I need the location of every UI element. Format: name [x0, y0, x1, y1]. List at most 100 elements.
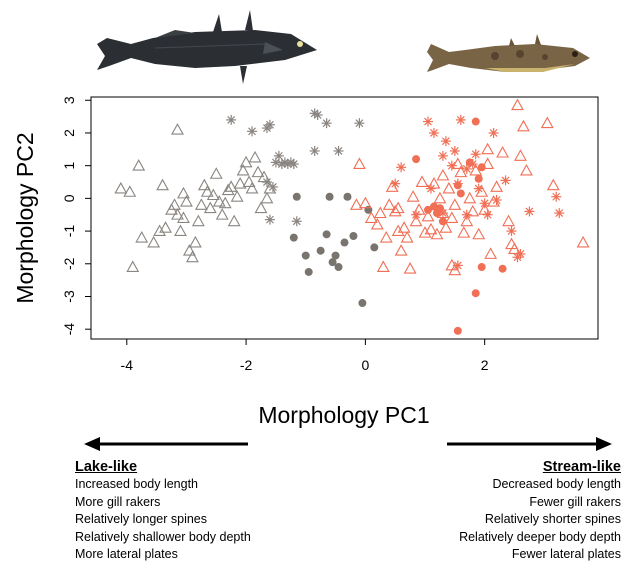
filled-point: [304, 267, 313, 276]
triangle-point: [245, 181, 259, 194]
triangle-point: [242, 175, 256, 187]
asterisk-point: [491, 195, 502, 206]
asterisk-point: [470, 149, 481, 160]
filled-point: [456, 189, 465, 198]
filled-point: [316, 246, 325, 255]
triangle-point: [436, 168, 450, 181]
asterisk-point: [446, 160, 457, 171]
triangle-point: [248, 150, 262, 163]
filled-point: [438, 217, 447, 226]
triangle-point: [484, 247, 498, 259]
triangle-point: [376, 260, 390, 273]
triangle-point: [230, 190, 244, 202]
triangle-point: [224, 180, 238, 192]
triangle-point: [197, 178, 211, 191]
triangle-point: [215, 208, 229, 220]
asterisk-point: [428, 127, 439, 138]
asterisk-point: [461, 209, 472, 220]
triangle-point: [469, 163, 483, 176]
filled-point: [453, 326, 462, 335]
triangle-point: [177, 211, 190, 223]
lake-trait: Increased body length: [75, 477, 199, 491]
asterisk-point: [455, 114, 466, 125]
triangle-point: [194, 198, 208, 210]
triangle-point: [126, 260, 140, 273]
stream-trait: Decreased body length: [492, 477, 621, 491]
y-axis: 3 2 1 0 -1 -2 -3 -4: [61, 96, 91, 335]
asterisk-point: [396, 162, 407, 173]
triangle-point: [221, 183, 235, 196]
asterisk-point: [482, 209, 493, 220]
triangle-point: [576, 235, 590, 248]
filled-point: [471, 117, 480, 126]
asterisk-point: [554, 208, 565, 219]
stream-trait: Fewer gill rakers: [529, 494, 621, 509]
triangle-point: [415, 175, 429, 187]
triangle-point: [349, 198, 363, 210]
triangle-point: [185, 250, 199, 263]
asterisk-point: [264, 214, 275, 225]
x-tick-label: -2: [240, 357, 253, 373]
asterisk-point: [226, 114, 237, 125]
filled-point: [334, 263, 343, 272]
triangle-point: [251, 165, 265, 178]
asterisk-point: [247, 126, 258, 137]
triangle-point: [418, 226, 432, 238]
filled-point: [474, 174, 483, 183]
lake-like-traits: Increased body length More gill rakers R…: [75, 476, 251, 564]
filled-point: [301, 251, 310, 260]
x-axis-label: Morphology PC1: [258, 402, 429, 428]
triangle-point: [358, 196, 372, 209]
filled-point: [412, 155, 421, 164]
asterisk-point: [288, 159, 299, 170]
triangle-point: [180, 195, 193, 207]
triangle-point: [212, 195, 226, 207]
lake-trait: More lateral plates: [75, 547, 178, 561]
filled-point: [340, 238, 349, 247]
triangle-point: [171, 208, 184, 220]
stream-like-traits: Decreased body length Fewer gill rakers …: [459, 476, 621, 564]
triangle-point: [409, 214, 423, 227]
triangle-point: [352, 157, 366, 169]
triangle-point: [394, 244, 408, 256]
triangle-point: [233, 177, 247, 189]
triangle-point: [391, 224, 405, 237]
triangle-point: [364, 211, 378, 223]
triangle-point: [254, 201, 268, 214]
asterisk-point: [551, 191, 562, 202]
triangle-point: [481, 142, 495, 155]
triangle-point: [191, 214, 205, 227]
triangle-point: [403, 262, 417, 274]
filled-point: [424, 205, 433, 214]
asterisk-point: [506, 226, 517, 237]
filled-point: [343, 192, 352, 201]
lake-stickleback-image: [97, 10, 317, 84]
filled-point: [331, 251, 340, 260]
asterisk-point: [423, 116, 434, 127]
triangle-point: [171, 123, 184, 135]
stream-like-heading: Stream-like: [542, 459, 621, 475]
asterisk-point: [473, 183, 484, 194]
triangle-point: [168, 198, 181, 210]
triangle-point: [424, 222, 438, 235]
asterisk-point: [440, 136, 451, 147]
asterisk-point: [488, 127, 499, 138]
filled-point: [370, 243, 379, 252]
triangle-point: [218, 196, 232, 209]
asterisk-point: [461, 163, 472, 174]
triangle-point: [236, 163, 250, 176]
y-tick-label: 1: [61, 162, 77, 170]
triangle-point: [472, 227, 486, 240]
triangle-point: [421, 209, 435, 222]
triangle-point: [373, 206, 387, 219]
asterisk-point: [479, 198, 490, 209]
asterisk-point: [267, 181, 278, 192]
lake-trait: Relatively shallower body depth: [75, 529, 251, 544]
filled-point: [498, 264, 507, 273]
triangle-point: [391, 201, 405, 214]
triangle-point: [156, 178, 170, 191]
y-tick-label: -2: [61, 257, 77, 270]
triangle-point: [460, 214, 474, 227]
triangle-point: [519, 163, 533, 176]
triangle-point: [379, 230, 393, 243]
